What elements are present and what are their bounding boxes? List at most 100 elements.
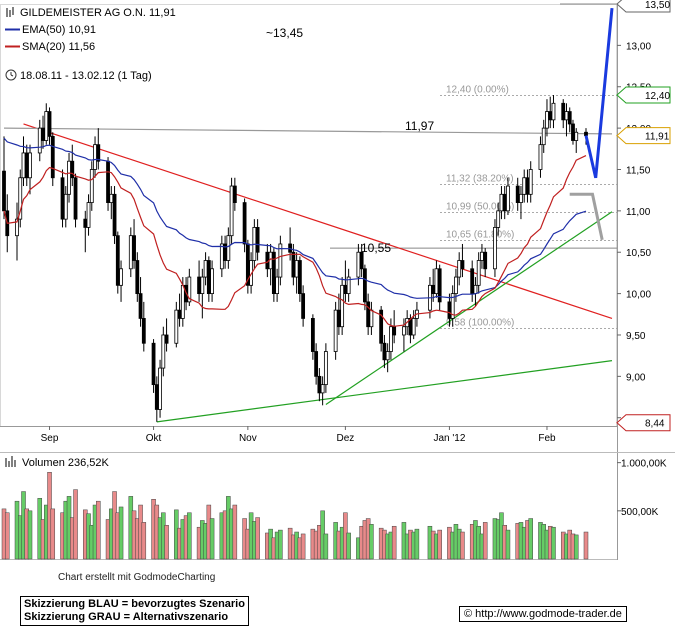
candle-body-102 bbox=[473, 284, 478, 295]
candle-body-10 bbox=[47, 111, 52, 137]
y-tick-label-1: 13,00 bbox=[626, 41, 651, 52]
volume-bars bbox=[1, 472, 589, 560]
candle-body-78 bbox=[359, 251, 364, 270]
candle-body-32 bbox=[151, 342, 156, 386]
y-tick-label-5: 11,00 bbox=[626, 207, 651, 218]
candle-body-31 bbox=[141, 318, 146, 344]
candle-body-95 bbox=[437, 268, 442, 303]
fib-label-4: 9,58 (100.00%) bbox=[446, 318, 514, 329]
candle-body-112 bbox=[519, 193, 523, 203]
candle-body-117 bbox=[541, 127, 546, 146]
candlesticks bbox=[2, 95, 588, 422]
y-tick-label-8: 9,50 bbox=[626, 331, 646, 342]
candle-body-23 bbox=[109, 193, 114, 203]
candle-body-49 bbox=[226, 235, 231, 261]
volume-bar-66 bbox=[300, 533, 306, 560]
candle-body-6 bbox=[28, 152, 32, 179]
candle-body-5 bbox=[24, 152, 29, 179]
y-tick-label-7: 10,00 bbox=[626, 290, 651, 301]
price-badge-3 bbox=[616, 414, 671, 432]
y-tick-label-4: 11,50 bbox=[626, 165, 651, 176]
y-tick-label-9: 9,00 bbox=[626, 372, 646, 383]
candle-body-42 bbox=[197, 276, 201, 295]
candle-body-68 bbox=[314, 351, 319, 377]
ema-legend-label: EMA(50) 10,91 bbox=[22, 24, 96, 36]
candle-body-8 bbox=[41, 127, 45, 141]
candle-body-101 bbox=[470, 268, 475, 295]
copyright-link[interactable]: © http://www.godmode-trader.de bbox=[459, 606, 627, 622]
volume-bar-71 bbox=[323, 533, 329, 560]
candle-body-39 bbox=[180, 284, 185, 319]
trendline-gray-horizontal bbox=[3, 127, 613, 135]
candle-body-81 bbox=[369, 309, 374, 328]
candle-body-122 bbox=[564, 111, 569, 121]
candle-body-30 bbox=[138, 293, 143, 319]
scenario-gray-path bbox=[569, 192, 604, 241]
ema-line bbox=[3, 137, 587, 299]
candle-body-60 bbox=[275, 276, 280, 295]
volume-tick-label-1: 500,00K bbox=[621, 507, 659, 518]
volume-icon bbox=[5, 456, 16, 467]
candle-body-3 bbox=[18, 177, 23, 220]
volume-bar-110 bbox=[505, 529, 511, 560]
volume-bar-125 bbox=[573, 534, 579, 560]
candle-body-77 bbox=[356, 251, 361, 278]
price-badge-label-2: 11,91 bbox=[645, 132, 670, 143]
candle-body-16 bbox=[73, 177, 78, 220]
candle-body-109 bbox=[502, 193, 507, 212]
candle-body-98 bbox=[454, 276, 458, 295]
chart-title: GILDEMEISTER AG O.N. 11,91 bbox=[20, 7, 176, 19]
ema-legend: EMA(50) 10,91 bbox=[5, 24, 96, 36]
candle-body-20 bbox=[93, 144, 97, 170]
candle-body-115 bbox=[528, 169, 533, 195]
candle-body-116 bbox=[538, 144, 543, 170]
volume-label: Volumen 236,52K bbox=[22, 457, 110, 469]
candle-body-19 bbox=[89, 169, 94, 203]
candle-body-26 bbox=[119, 268, 123, 286]
volume-header: Volumen 236,52K bbox=[5, 456, 110, 469]
volume-bar-1 bbox=[5, 512, 10, 560]
candle-body-82 bbox=[379, 309, 384, 344]
candle-body-66 bbox=[301, 293, 306, 319]
candle-body-71 bbox=[323, 351, 328, 386]
fib-label-3: 10,65 (61.80%) bbox=[446, 230, 514, 241]
volume-bar-21 bbox=[96, 500, 101, 560]
candle-body-79 bbox=[362, 268, 367, 303]
price-badge-0 bbox=[616, 0, 671, 13]
sma-legend-label: SMA(20) 11,56 bbox=[22, 41, 95, 53]
header-title-group: GILDEMEISTER AG O.N. 11,91 bbox=[6, 7, 176, 19]
candle-body-106 bbox=[493, 227, 497, 270]
volume-bar-95 bbox=[437, 529, 442, 560]
candle-body-52 bbox=[242, 202, 247, 245]
candle-body-124 bbox=[571, 123, 575, 141]
candle-body-80 bbox=[366, 301, 371, 328]
candle-body-14 bbox=[67, 160, 71, 195]
x-tick-label-4: Jan '12 bbox=[433, 433, 465, 444]
candle-body-18 bbox=[86, 202, 91, 228]
candle-body-38 bbox=[177, 309, 182, 319]
candle-body-25 bbox=[115, 235, 120, 286]
candle-body-22 bbox=[106, 160, 110, 203]
candle-body-11 bbox=[50, 135, 55, 179]
candle-body-17 bbox=[83, 218, 88, 228]
chart-type-icon bbox=[6, 7, 14, 17]
x-tick-label-2: Nov bbox=[239, 433, 257, 444]
moving-averages bbox=[3, 137, 587, 327]
candle-body-85 bbox=[389, 326, 393, 352]
candle-body-0 bbox=[2, 170, 6, 212]
volume-bar-100 bbox=[460, 531, 465, 560]
candle-body-65 bbox=[297, 260, 302, 295]
annotation-level-2: 10,55 bbox=[361, 241, 391, 255]
candle-body-107 bbox=[496, 210, 501, 228]
candle-body-61 bbox=[278, 243, 283, 278]
candle-body-96 bbox=[447, 301, 452, 319]
candle-body-21 bbox=[96, 144, 101, 162]
candle-body-121 bbox=[561, 102, 566, 121]
candle-body-72 bbox=[333, 309, 338, 352]
trendline-green-support-steep bbox=[325, 211, 613, 405]
volume-bar-36 bbox=[164, 525, 169, 560]
candle-body-27 bbox=[128, 235, 133, 270]
candle-body-119 bbox=[548, 111, 553, 121]
candle-body-75 bbox=[343, 284, 348, 295]
candle-body-104 bbox=[480, 251, 484, 261]
